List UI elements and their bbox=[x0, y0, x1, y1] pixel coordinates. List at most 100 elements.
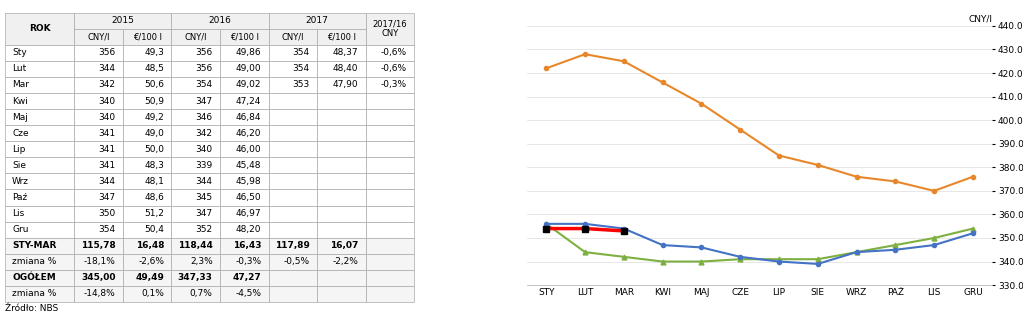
FancyBboxPatch shape bbox=[123, 109, 172, 125]
Text: -2,2%: -2,2% bbox=[332, 257, 358, 266]
FancyBboxPatch shape bbox=[75, 286, 123, 302]
FancyBboxPatch shape bbox=[317, 270, 366, 286]
Text: -0,5%: -0,5% bbox=[283, 257, 310, 266]
Text: 353: 353 bbox=[293, 80, 310, 89]
FancyBboxPatch shape bbox=[317, 45, 366, 61]
Text: 50,0: 50,0 bbox=[144, 145, 164, 154]
Text: -0,3%: -0,3% bbox=[235, 257, 261, 266]
FancyBboxPatch shape bbox=[75, 270, 123, 286]
FancyBboxPatch shape bbox=[172, 141, 220, 157]
Text: ROK: ROK bbox=[29, 24, 50, 33]
Text: Źródło: NBS: Źródło: NBS bbox=[5, 304, 58, 313]
FancyBboxPatch shape bbox=[75, 141, 123, 157]
FancyBboxPatch shape bbox=[5, 190, 75, 205]
Text: 47,90: 47,90 bbox=[332, 80, 358, 89]
Text: CNY/l: CNY/l bbox=[969, 14, 992, 23]
FancyBboxPatch shape bbox=[75, 205, 123, 222]
FancyBboxPatch shape bbox=[220, 141, 268, 157]
FancyBboxPatch shape bbox=[268, 173, 317, 190]
FancyBboxPatch shape bbox=[75, 157, 123, 173]
Text: Wrz: Wrz bbox=[12, 177, 29, 186]
Text: 49,02: 49,02 bbox=[235, 80, 261, 89]
Text: CNY/l: CNY/l bbox=[184, 32, 207, 41]
Text: 341: 341 bbox=[98, 161, 116, 170]
Text: 16,43: 16,43 bbox=[233, 241, 261, 250]
Text: 117,89: 117,89 bbox=[275, 241, 310, 250]
FancyBboxPatch shape bbox=[366, 190, 414, 205]
FancyBboxPatch shape bbox=[317, 77, 366, 93]
FancyBboxPatch shape bbox=[5, 13, 75, 45]
Text: 347: 347 bbox=[195, 97, 213, 106]
Text: 49,86: 49,86 bbox=[235, 48, 261, 57]
FancyBboxPatch shape bbox=[220, 286, 268, 302]
FancyBboxPatch shape bbox=[75, 190, 123, 205]
Text: 48,3: 48,3 bbox=[144, 161, 164, 170]
FancyBboxPatch shape bbox=[172, 222, 220, 238]
Text: Sie: Sie bbox=[12, 161, 26, 170]
Text: 45,98: 45,98 bbox=[235, 177, 261, 186]
Text: Lip: Lip bbox=[12, 145, 26, 154]
Text: OGÓŁEM: OGÓŁEM bbox=[12, 273, 56, 282]
FancyBboxPatch shape bbox=[172, 29, 220, 45]
FancyBboxPatch shape bbox=[172, 157, 220, 173]
Text: €/100 l: €/100 l bbox=[327, 32, 356, 41]
Text: €/100 l: €/100 l bbox=[230, 32, 259, 41]
FancyBboxPatch shape bbox=[268, 222, 317, 238]
FancyBboxPatch shape bbox=[75, 93, 123, 109]
FancyBboxPatch shape bbox=[5, 93, 75, 109]
FancyBboxPatch shape bbox=[366, 286, 414, 302]
FancyBboxPatch shape bbox=[123, 205, 172, 222]
Text: 344: 344 bbox=[195, 177, 213, 186]
FancyBboxPatch shape bbox=[123, 286, 172, 302]
Text: 0,7%: 0,7% bbox=[190, 289, 213, 298]
FancyBboxPatch shape bbox=[366, 109, 414, 125]
FancyBboxPatch shape bbox=[220, 157, 268, 173]
FancyBboxPatch shape bbox=[366, 238, 414, 254]
Text: 344: 344 bbox=[98, 177, 116, 186]
FancyBboxPatch shape bbox=[172, 77, 220, 93]
FancyBboxPatch shape bbox=[220, 77, 268, 93]
Text: 48,40: 48,40 bbox=[332, 64, 358, 74]
Text: 2015: 2015 bbox=[112, 16, 134, 25]
Text: Lis: Lis bbox=[12, 209, 25, 218]
Text: 354: 354 bbox=[293, 64, 310, 74]
Text: 49,00: 49,00 bbox=[235, 64, 261, 74]
Text: Maj: Maj bbox=[12, 113, 28, 122]
Text: 2017: 2017 bbox=[306, 16, 328, 25]
FancyBboxPatch shape bbox=[172, 254, 220, 270]
Text: 356: 356 bbox=[98, 48, 116, 57]
Text: 341: 341 bbox=[98, 129, 116, 138]
Text: 354: 354 bbox=[195, 80, 213, 89]
FancyBboxPatch shape bbox=[317, 238, 366, 254]
FancyBboxPatch shape bbox=[220, 222, 268, 238]
FancyBboxPatch shape bbox=[220, 173, 268, 190]
Legend: 2014, 2015, 2016, 2017: 2014, 2015, 2016, 2017 bbox=[659, 321, 860, 324]
Text: 2016: 2016 bbox=[209, 16, 231, 25]
Text: 48,20: 48,20 bbox=[235, 225, 261, 234]
Text: 49,49: 49,49 bbox=[135, 273, 164, 282]
Text: 340: 340 bbox=[98, 97, 116, 106]
FancyBboxPatch shape bbox=[366, 77, 414, 93]
FancyBboxPatch shape bbox=[5, 222, 75, 238]
FancyBboxPatch shape bbox=[317, 141, 366, 157]
Text: 352: 352 bbox=[195, 225, 213, 234]
FancyBboxPatch shape bbox=[220, 254, 268, 270]
FancyBboxPatch shape bbox=[123, 238, 172, 254]
FancyBboxPatch shape bbox=[317, 29, 366, 45]
FancyBboxPatch shape bbox=[317, 286, 366, 302]
FancyBboxPatch shape bbox=[172, 61, 220, 77]
Text: Sty: Sty bbox=[12, 48, 27, 57]
Text: Paź: Paź bbox=[12, 193, 28, 202]
Text: 46,84: 46,84 bbox=[235, 113, 261, 122]
Text: Cze: Cze bbox=[12, 129, 29, 138]
Text: 347: 347 bbox=[98, 193, 116, 202]
Text: 340: 340 bbox=[98, 113, 116, 122]
FancyBboxPatch shape bbox=[366, 270, 414, 286]
FancyBboxPatch shape bbox=[220, 190, 268, 205]
Text: €/100 l: €/100 l bbox=[133, 32, 162, 41]
FancyBboxPatch shape bbox=[366, 173, 414, 190]
FancyBboxPatch shape bbox=[220, 238, 268, 254]
FancyBboxPatch shape bbox=[75, 238, 123, 254]
FancyBboxPatch shape bbox=[220, 61, 268, 77]
FancyBboxPatch shape bbox=[317, 205, 366, 222]
